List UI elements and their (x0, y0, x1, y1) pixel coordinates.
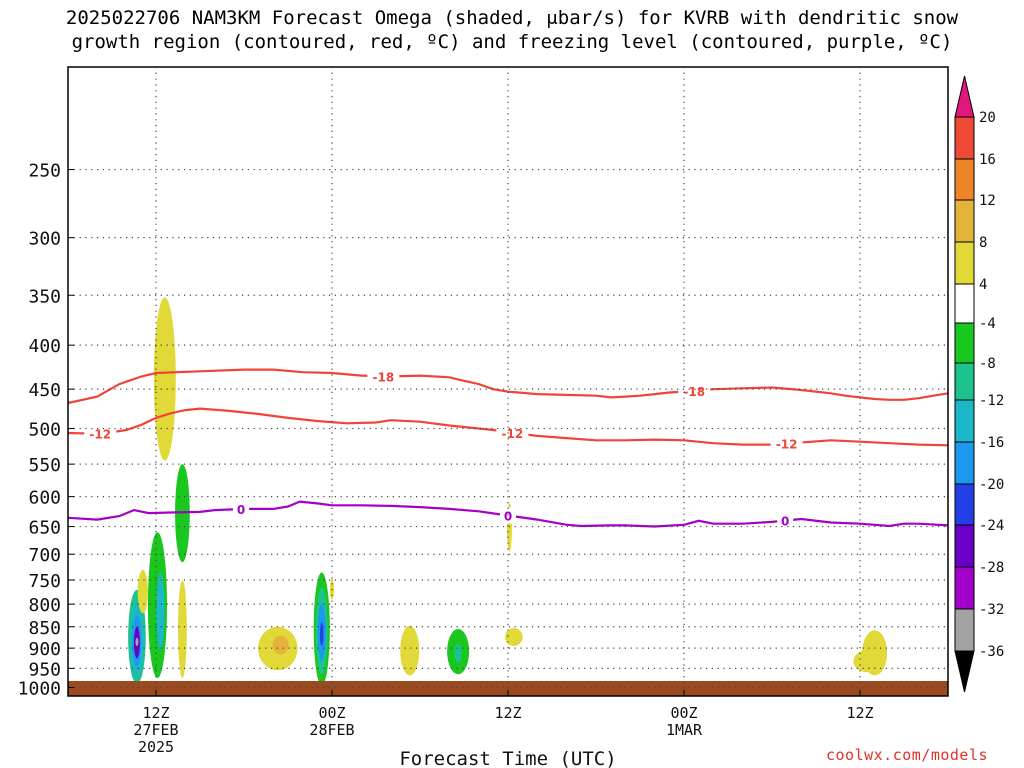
colorbar-segment (954, 362, 975, 401)
colorbar-segment (954, 608, 975, 652)
y-tick-label: 650 (28, 518, 61, 539)
contour-label-bg (233, 501, 250, 518)
colorbar-label: 8 (979, 235, 987, 251)
omega-area (156, 572, 165, 651)
y-tick-label: 850 (28, 618, 61, 639)
x-tick-label: 27FEB (133, 721, 178, 739)
colorbar: -36 -32 -28 -24 -20 -16 -12 -8 -4 4 8 12 16 20 (954, 75, 1004, 693)
y-tick-label: 400 (28, 336, 61, 357)
colorbar-label: 4 (979, 277, 987, 293)
y-tick-label: 500 (28, 420, 61, 441)
y-tick-label: 750 (28, 571, 61, 592)
colorbar-label: -20 (979, 477, 1004, 493)
y-tick-label: 600 (28, 488, 61, 509)
credit-link[interactable]: coolwx.com/models (826, 746, 989, 764)
title-line-2: growth region (contoured, red, ºC) and f… (71, 31, 953, 53)
y-tick-label: 900 (28, 639, 61, 660)
y-tick-label: 950 (28, 659, 61, 680)
y-tick-label: 450 (28, 380, 61, 401)
contour-line (67, 368, 949, 405)
colorbar-label: -24 (979, 518, 1004, 534)
omega-area (137, 569, 148, 614)
contour-label: 0 (237, 503, 245, 517)
x-tick-label: 00Z (318, 704, 345, 722)
x-tick-label: 2025 (138, 738, 174, 756)
contour-label-bg (84, 425, 117, 442)
colorbar-segment (954, 566, 975, 610)
colorbar-segment (954, 524, 975, 568)
colorbar-segment (954, 399, 975, 443)
colorbar-segment (954, 441, 975, 485)
chart-title: 2025022706 NAM3KM Forecast Omega (shaded… (0, 6, 1024, 54)
colorbar-segment (954, 199, 975, 243)
colorbar-label: 12 (979, 193, 996, 209)
contour-label: -18 (683, 385, 705, 399)
colorbar-label: -12 (979, 393, 1004, 409)
contour-label: -12 (776, 438, 798, 452)
contour-label-bg (500, 507, 516, 524)
colorbar-segment (954, 322, 975, 364)
colorbar-label: -16 (979, 435, 1004, 451)
colorbar-segment (954, 75, 975, 118)
title-line-1: 2025022706 NAM3KM Forecast Omega (shaded… (65, 7, 959, 29)
y-tick-label: 1000 (18, 679, 61, 700)
contour-label: -12 (89, 427, 111, 441)
x-tick-label: 12Z (142, 704, 169, 722)
contour-label: -12 (502, 427, 524, 441)
contour-label-bg (678, 382, 711, 399)
omega-area (853, 650, 882, 673)
y-tick-label: 550 (28, 455, 61, 476)
omega-area (178, 580, 187, 679)
omega-area (400, 625, 420, 676)
contour-label: 0 (504, 509, 512, 523)
colorbar-segment (954, 650, 975, 693)
colorbar-segment (954, 158, 975, 201)
colorbar-label: 20 (979, 110, 996, 126)
colorbar-label: -36 (979, 644, 1004, 660)
contour-label-bg (367, 368, 400, 385)
contour-label: -18 (372, 370, 394, 384)
omega-area (272, 635, 289, 655)
contour-label-bg (777, 512, 794, 529)
contour-label: 0 (781, 515, 789, 529)
x-tick-label: 12Z (846, 704, 873, 722)
omega-area (153, 297, 176, 461)
x-axis-label: Forecast Time (UTC) (399, 748, 616, 768)
x-tick-label: 28FEB (309, 721, 354, 739)
colorbar-label: -32 (979, 602, 1004, 618)
contour-label-bg (770, 435, 803, 452)
colorbar-label: 16 (979, 152, 996, 168)
y-tick-label: 350 (28, 286, 61, 307)
colorbar-segment (954, 116, 975, 160)
y-tick-label: 700 (28, 545, 61, 566)
omega-area (319, 622, 324, 647)
y-tick-label: 250 (28, 161, 61, 182)
y-tick-label: 800 (28, 595, 61, 616)
colorbar-segment (954, 283, 975, 324)
omega-area (454, 643, 462, 663)
colorbar-label: -4 (979, 316, 996, 332)
x-tick-label: 1MAR (666, 721, 703, 739)
colorbar-segment (954, 483, 975, 526)
omega-area (505, 628, 523, 647)
colorbar-segment (954, 241, 975, 285)
colorbar-label: -8 (979, 356, 996, 372)
grid-lines: 2503003504004505005506006507007508008509… (18, 161, 948, 700)
y-tick-label: 300 (28, 229, 61, 250)
x-tick-label: 12Z (494, 704, 521, 722)
x-tick-label: 00Z (670, 704, 697, 722)
colorbar-label: -28 (979, 560, 1004, 576)
omega-area (135, 637, 139, 647)
